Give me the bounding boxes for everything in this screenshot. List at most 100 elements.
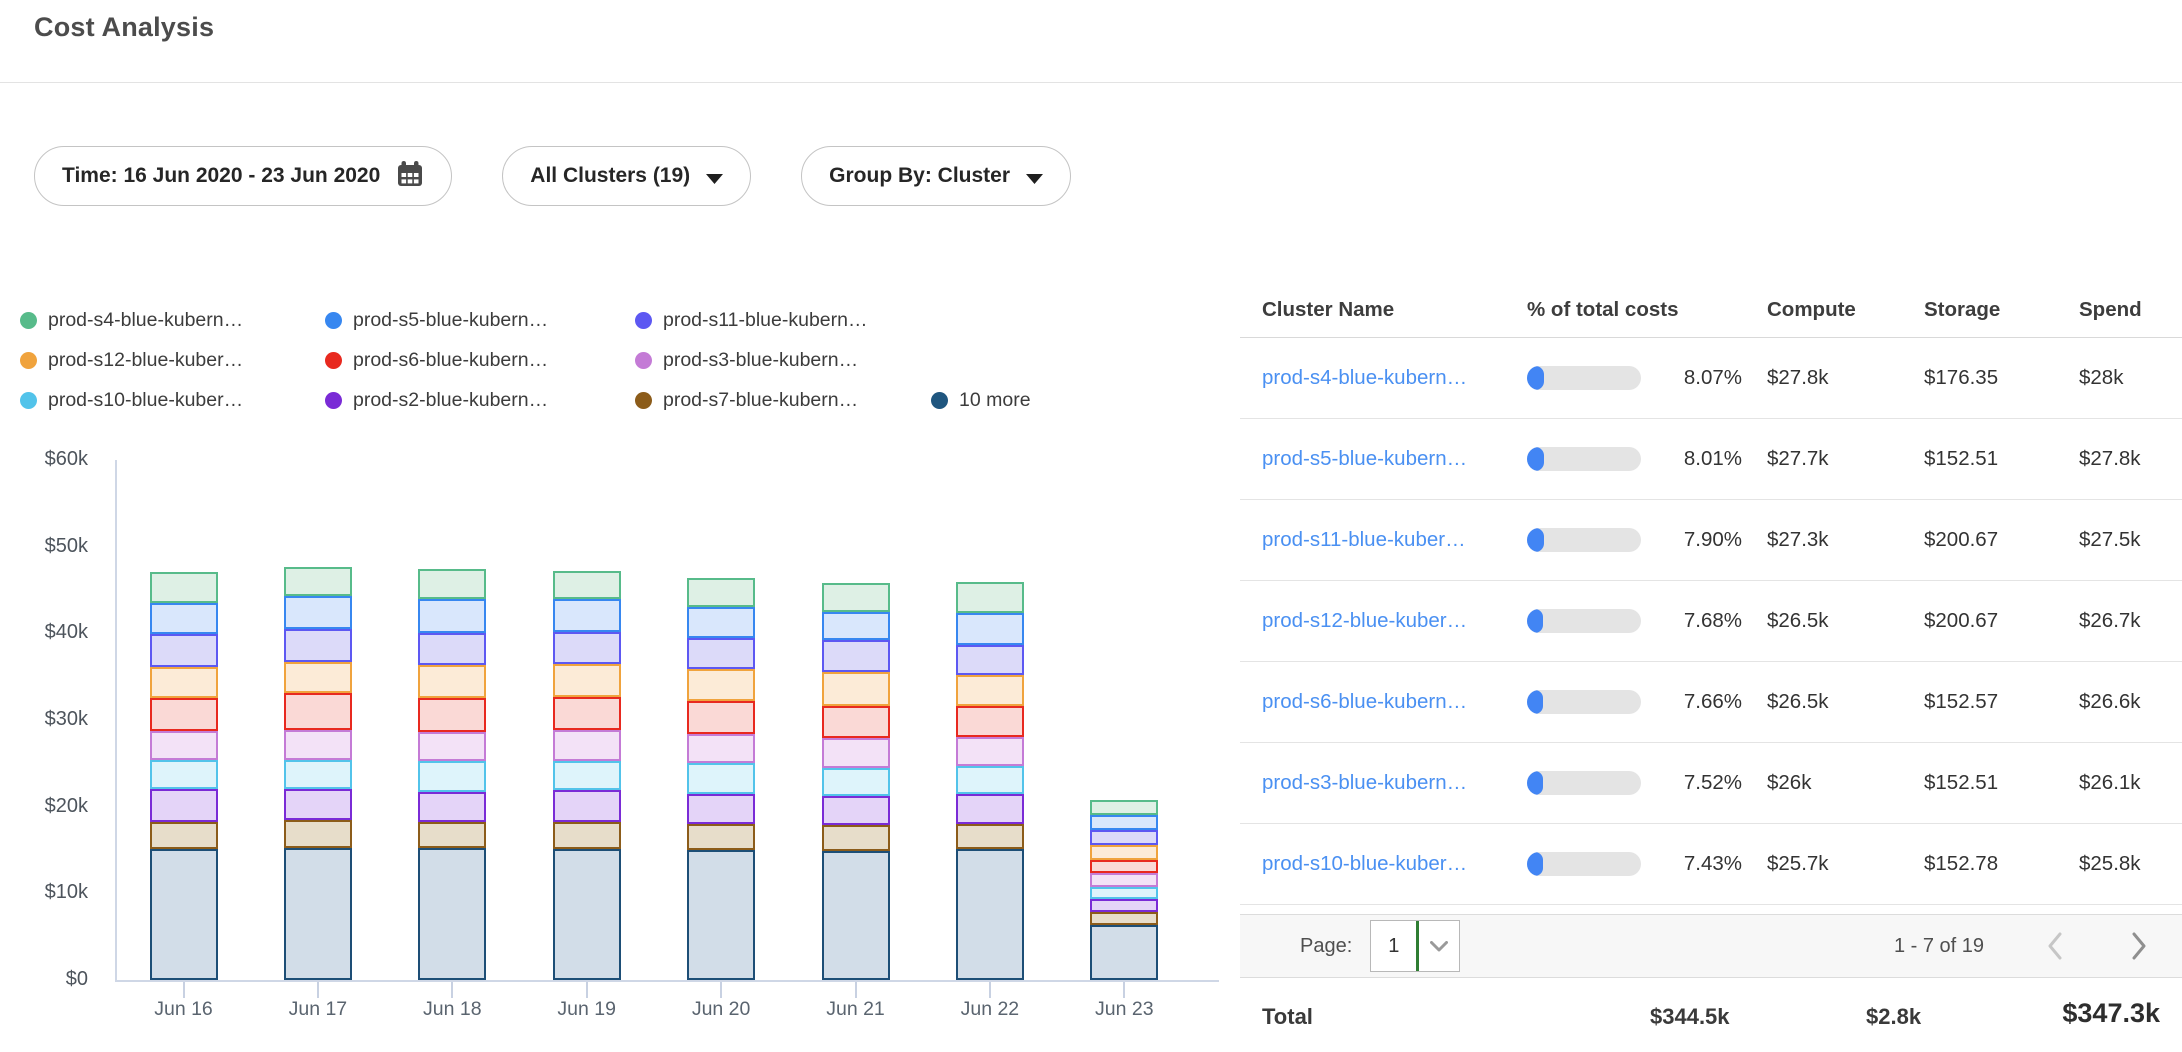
bar-segment[interactable] <box>150 789 218 822</box>
cluster-name-link[interactable]: prod-s5-blue-kubern… <box>1262 447 1467 470</box>
legend-item[interactable]: 10 more <box>931 389 1031 412</box>
bar-segment[interactable] <box>687 607 755 637</box>
bar-segment[interactable] <box>150 603 218 634</box>
previous-page-button[interactable] <box>2042 929 2068 963</box>
bar-segment[interactable] <box>1090 899 1158 911</box>
bar-segment[interactable] <box>956 675 1024 706</box>
bar-segment[interactable] <box>1090 887 1158 899</box>
bar-segment[interactable] <box>553 697 621 731</box>
bar-segment[interactable] <box>553 822 621 849</box>
bar-segment[interactable] <box>284 567 352 596</box>
cluster-name-link[interactable]: prod-s10-blue-kuber… <box>1262 852 1467 875</box>
cluster-name-link[interactable]: prod-s3-blue-kubern… <box>1262 771 1467 794</box>
cluster-name-link[interactable]: prod-s12-blue-kuber… <box>1262 609 1467 632</box>
bar-segment[interactable] <box>418 665 486 697</box>
bar-segment[interactable] <box>822 672 890 706</box>
bar-segment[interactable] <box>553 790 621 822</box>
bar-segment[interactable] <box>822 851 890 980</box>
bar-segment[interactable] <box>822 768 890 797</box>
legend-item[interactable]: prod-s3-blue-kubern… <box>635 349 931 372</box>
bar-segment[interactable] <box>418 633 486 666</box>
bar-segment[interactable] <box>956 794 1024 824</box>
group-by-dropdown[interactable]: Group By: Cluster <box>801 146 1071 206</box>
bar-segment[interactable] <box>822 825 890 851</box>
bar-segment[interactable] <box>284 820 352 849</box>
bar-segment[interactable] <box>956 706 1024 736</box>
bar-segment[interactable] <box>822 612 890 641</box>
bar-segment[interactable] <box>553 730 621 760</box>
bar-segment[interactable] <box>956 613 1024 645</box>
bar-segment[interactable] <box>418 698 486 733</box>
bar-segment[interactable] <box>284 848 352 980</box>
bar-segment[interactable] <box>822 738 890 767</box>
bar-segment[interactable] <box>1090 925 1158 980</box>
bar-segment[interactable] <box>150 698 218 731</box>
bar-segment[interactable] <box>418 732 486 761</box>
bar-segment[interactable] <box>687 638 755 669</box>
bar-segment[interactable] <box>418 599 486 633</box>
cluster-name-link[interactable]: prod-s6-blue-kubern… <box>1262 690 1467 713</box>
bar-segment[interactable] <box>553 761 621 790</box>
bar-segment[interactable] <box>1090 873 1158 887</box>
bar-segment[interactable] <box>956 582 1024 612</box>
bar-segment[interactable] <box>822 706 890 738</box>
bar-segment[interactable] <box>284 730 352 760</box>
bar-segment[interactable] <box>418 569 486 598</box>
cluster-name-link[interactable]: prod-s4-blue-kubern… <box>1262 366 1467 389</box>
bar-segment[interactable] <box>150 634 218 667</box>
bar-segment[interactable] <box>284 789 352 819</box>
bar-segment[interactable] <box>1090 845 1158 860</box>
bar-segment[interactable] <box>956 737 1024 766</box>
bar-segment[interactable] <box>822 796 890 825</box>
legend-item[interactable]: prod-s4-blue-kubern… <box>20 309 325 332</box>
bar-segment[interactable] <box>418 822 486 848</box>
bar-segment[interactable] <box>284 662 352 693</box>
bar-segment[interactable] <box>687 669 755 701</box>
bar-segment[interactable] <box>956 849 1024 980</box>
page-number-select[interactable]: 1 <box>1370 920 1460 972</box>
bar-segment[interactable] <box>1090 912 1158 925</box>
bar-segment[interactable] <box>687 794 755 824</box>
bar-segment[interactable] <box>687 824 755 850</box>
legend-item[interactable]: prod-s6-blue-kubern… <box>325 349 635 372</box>
bar-segment[interactable] <box>1090 830 1158 845</box>
bar-segment[interactable] <box>418 761 486 792</box>
bar-segment[interactable] <box>553 599 621 632</box>
legend-item[interactable]: prod-s7-blue-kubern… <box>635 389 931 412</box>
bar-segment[interactable] <box>687 734 755 763</box>
bar-segment[interactable] <box>553 849 621 980</box>
bar-segment[interactable] <box>822 640 890 672</box>
bar-segment[interactable] <box>553 632 621 664</box>
legend-item[interactable]: prod-s5-blue-kubern… <box>325 309 635 332</box>
bar-segment[interactable] <box>150 667 218 698</box>
bar-segment[interactable] <box>553 571 621 599</box>
bar-segment[interactable] <box>284 629 352 662</box>
bar-segment[interactable] <box>687 578 755 607</box>
bar-segment[interactable] <box>1090 800 1158 815</box>
legend-item[interactable]: prod-s12-blue-kuber… <box>20 349 325 372</box>
bar-segment[interactable] <box>687 763 755 793</box>
legend-item[interactable]: prod-s10-blue-kuber… <box>20 389 325 412</box>
bar-segment[interactable] <box>956 766 1024 794</box>
bar-segment[interactable] <box>956 645 1024 675</box>
bar-segment[interactable] <box>284 693 352 729</box>
bar-segment[interactable] <box>1090 860 1158 874</box>
bar-segment[interactable] <box>284 760 352 789</box>
clusters-filter-dropdown[interactable]: All Clusters (19) <box>502 146 751 206</box>
legend-item[interactable]: prod-s11-blue-kubern… <box>635 309 931 332</box>
next-page-button[interactable] <box>2126 929 2152 963</box>
bar-segment[interactable] <box>150 731 218 760</box>
bar-segment[interactable] <box>418 792 486 822</box>
time-range-filter[interactable]: Time: 16 Jun 2020 - 23 Jun 2020 <box>34 146 452 206</box>
cluster-name-link[interactable]: prod-s11-blue-kuber… <box>1262 528 1466 551</box>
bar-segment[interactable] <box>150 572 218 603</box>
bar-segment[interactable] <box>687 850 755 980</box>
bar-segment[interactable] <box>284 596 352 629</box>
legend-item[interactable]: prod-s2-blue-kubern… <box>325 389 635 412</box>
bar-segment[interactable] <box>687 701 755 734</box>
bar-segment[interactable] <box>418 848 486 980</box>
bar-segment[interactable] <box>553 664 621 697</box>
bar-segment[interactable] <box>150 849 218 980</box>
bar-segment[interactable] <box>956 824 1024 849</box>
bar-segment[interactable] <box>1090 815 1158 831</box>
